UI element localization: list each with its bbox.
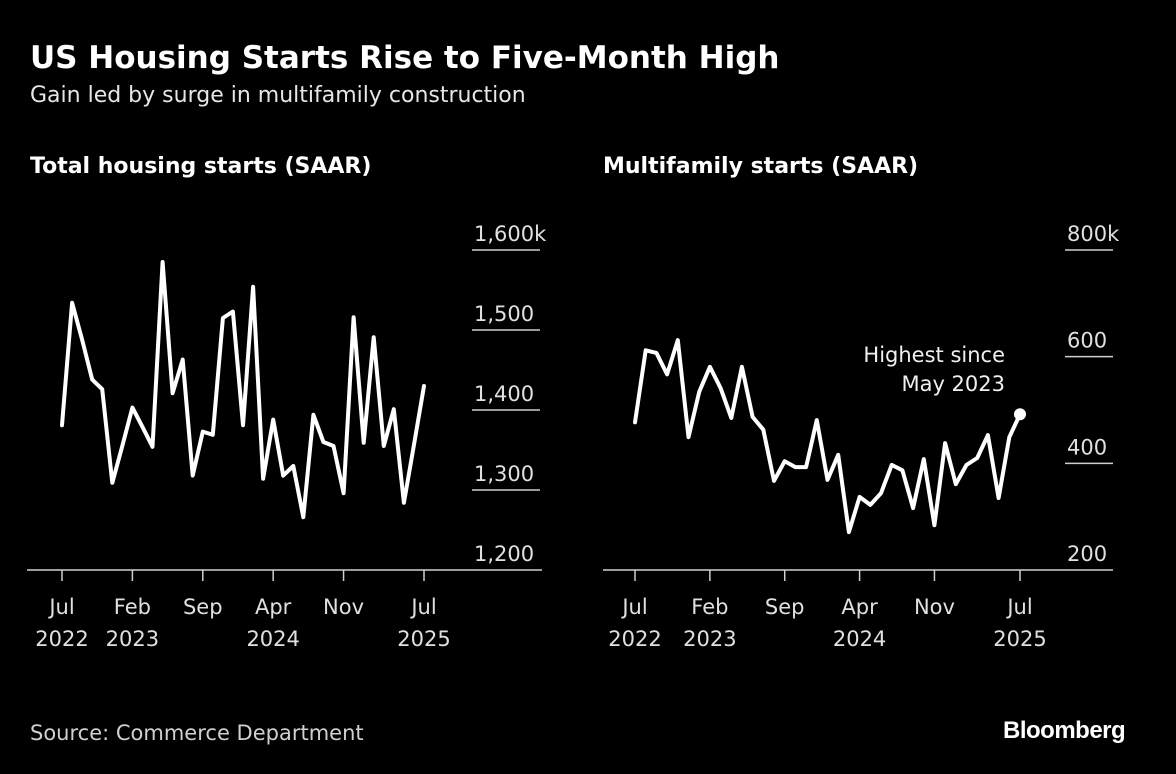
x-tick-label: Feb [114, 595, 151, 619]
source-note: Source: Commerce Department [30, 721, 364, 745]
y-tick-label: 1,200 [474, 542, 534, 566]
x-tick-label: Nov [914, 595, 955, 619]
x-tick-label: Apr [841, 595, 878, 619]
y-tick-label: 800k [1067, 222, 1120, 246]
x-tick-label: Sep [765, 595, 805, 619]
x-tick-year-label: 2023 [106, 627, 159, 651]
x-tick-year-label: 2024 [833, 627, 886, 651]
x-tick-label: Feb [691, 595, 728, 619]
x-tick-label: Sep [183, 595, 223, 619]
x-tick-year-label: 2025 [993, 627, 1046, 651]
chart-subtitle: Gain led by surge in multifamily constru… [30, 83, 526, 108]
x-tick-label: Jul [620, 595, 647, 619]
highlight-marker [1014, 408, 1026, 421]
x-tick-year-label: 2024 [246, 627, 299, 651]
y-tick-label: 1,300 [474, 462, 534, 486]
x-tick-label: Jul [47, 595, 74, 619]
y-tick-label: 1,600k [474, 222, 547, 246]
series-line [60, 260, 426, 520]
x-tick-year-label: 2023 [683, 627, 736, 651]
y-tick-label: 1,500 [474, 302, 534, 326]
x-tick-label: Jul [409, 595, 436, 619]
x-tick-year-label: 2022 [608, 627, 661, 651]
x-tick-label: Jul [1005, 595, 1032, 619]
y-tick-label: 200 [1067, 542, 1107, 566]
x-tick-label: Apr [255, 595, 292, 619]
annotation-line1: Highest since [863, 343, 1005, 367]
x-tick-year-label: 2022 [35, 627, 88, 651]
annotation-line2: May 2023 [901, 372, 1005, 396]
chart-title: US Housing Starts Rise to Five-Month Hig… [30, 40, 780, 76]
bloomberg-logo: Bloomberg [1003, 717, 1126, 744]
panel-title-total: Total housing starts (SAAR) [30, 154, 372, 179]
panel-title-multifamily: Multifamily starts (SAAR) [603, 154, 919, 179]
x-tick-label: Nov [323, 595, 364, 619]
series-line [633, 338, 1022, 535]
x-tick-year-label: 2025 [397, 627, 450, 651]
y-tick-label: 1,400 [474, 382, 534, 406]
y-tick-label: 400 [1067, 435, 1107, 459]
y-tick-label: 600 [1067, 329, 1107, 353]
